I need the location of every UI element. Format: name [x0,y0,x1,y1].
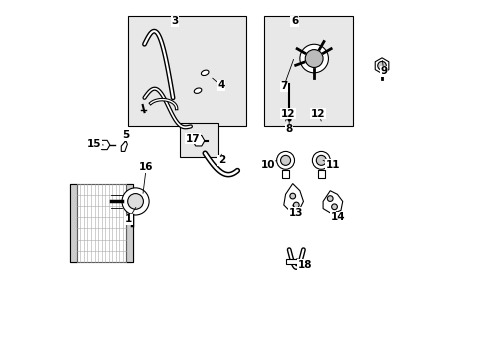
Circle shape [122,188,149,215]
Text: 1: 1 [124,207,136,224]
Text: 16: 16 [139,162,153,193]
Text: 11: 11 [323,159,340,170]
Text: 8: 8 [285,118,292,134]
Circle shape [331,204,337,210]
Circle shape [276,152,294,169]
Polygon shape [374,58,388,73]
Polygon shape [283,184,303,212]
Bar [317,170,324,178]
Text: 4: 4 [212,78,224,90]
Circle shape [280,156,290,165]
Text: 9: 9 [380,60,386,76]
Circle shape [305,50,323,67]
Polygon shape [121,141,127,152]
Text: 14: 14 [330,211,345,222]
Text: 12: 12 [280,109,295,121]
Circle shape [377,62,386,70]
Circle shape [127,194,143,209]
Text: 5: 5 [122,130,129,143]
Text: 15: 15 [86,139,103,149]
Polygon shape [323,191,342,214]
Text: 18: 18 [296,258,312,270]
Circle shape [316,156,325,165]
Bar [70,184,133,262]
Text: 7: 7 [280,59,293,91]
Ellipse shape [201,70,208,76]
Circle shape [299,44,328,73]
Bar [264,16,353,126]
Bar [285,258,299,264]
Text: 6: 6 [290,16,298,26]
Circle shape [293,202,299,208]
Bar [180,123,217,157]
Text: 10: 10 [260,159,276,170]
Circle shape [312,152,329,169]
Text: 13: 13 [288,205,302,218]
Circle shape [195,137,202,144]
Ellipse shape [194,88,202,93]
Bar [128,16,246,126]
Text: 17: 17 [185,134,200,144]
Circle shape [326,196,332,202]
Polygon shape [192,135,204,146]
Circle shape [289,193,295,199]
Text: 12: 12 [310,109,325,121]
Text: 2: 2 [217,154,224,165]
Bar [282,170,288,178]
Text: 3: 3 [171,16,178,26]
Polygon shape [99,140,110,150]
Bar [126,184,133,262]
Bar [70,184,77,262]
